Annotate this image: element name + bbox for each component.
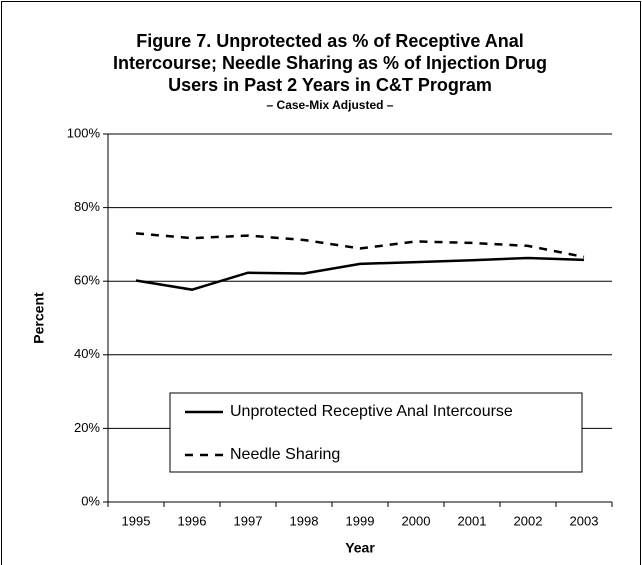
legend-label: Unprotected Receptive Anal Intercourse xyxy=(230,403,513,420)
chart-title: Users in Past 2 Years in C&T Program xyxy=(168,75,492,95)
x-tick-label: 1995 xyxy=(122,513,151,528)
series-line xyxy=(135,256,585,291)
y-tick-label: 0% xyxy=(81,493,100,508)
y-axis-label: Percent xyxy=(31,292,47,344)
y-tick-label: 40% xyxy=(74,346,100,361)
y-tick-label: 100% xyxy=(67,125,101,140)
x-tick-label: 1996 xyxy=(178,513,207,528)
y-tick-label: 80% xyxy=(74,199,100,214)
x-tick-label: 1997 xyxy=(234,513,263,528)
chart-title: Intercourse; Needle Sharing as % of Inje… xyxy=(113,53,547,73)
x-tick-label: 2001 xyxy=(458,513,487,528)
x-tick-label: 1999 xyxy=(346,513,375,528)
chart-subtitle: – Case-Mix Adjusted – xyxy=(267,98,394,112)
legend-label: Needle Sharing xyxy=(230,446,340,463)
y-tick-label: 60% xyxy=(74,273,100,288)
chart-title: Figure 7. Unprotected as % of Receptive … xyxy=(136,31,523,51)
legend-box xyxy=(169,392,583,473)
x-tick-label: 2002 xyxy=(514,513,543,528)
x-tick-label: 2003 xyxy=(570,513,599,528)
x-tick-label: 1998 xyxy=(290,513,319,528)
x-axis-label: Year xyxy=(345,540,375,556)
y-tick-label: 20% xyxy=(74,420,100,435)
series-line xyxy=(135,232,585,259)
x-tick-label: 2000 xyxy=(402,513,431,528)
